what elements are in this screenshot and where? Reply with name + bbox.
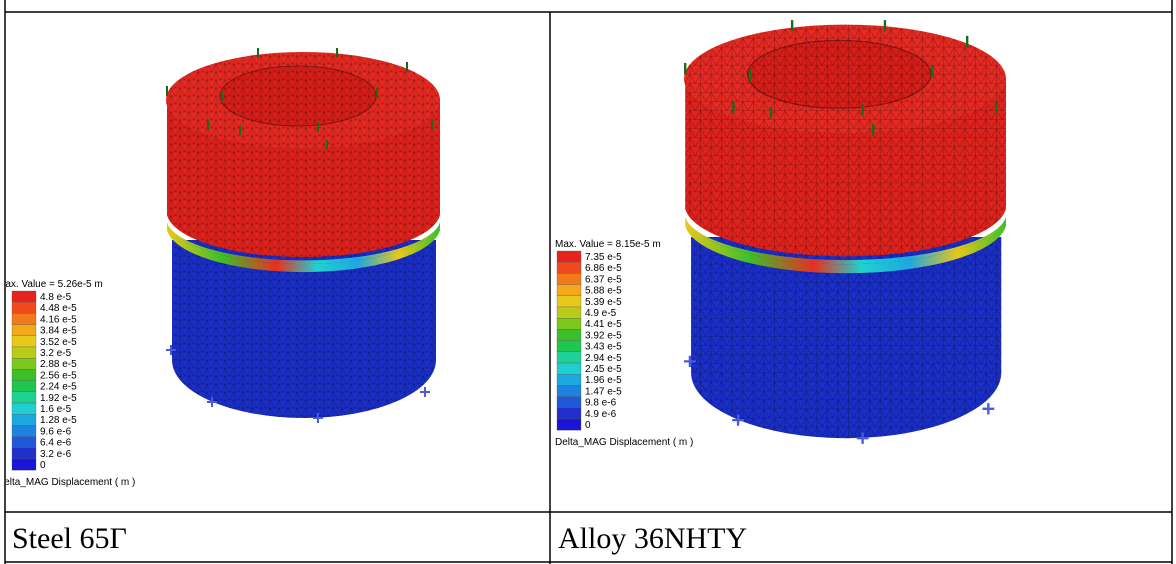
legend-swatch <box>557 408 581 419</box>
legend-swatch <box>557 363 581 374</box>
left-image: Max. Value = 5.26e-5 m 4.8 e-54.48 e-54.1… <box>0 48 440 488</box>
legend-swatch <box>12 414 36 425</box>
legend-label: 5.39 e-5 <box>585 297 622 308</box>
legend-label: 1.28 e-5 <box>40 415 77 426</box>
legend-swatch <box>12 369 36 380</box>
legend-swatch <box>12 403 36 414</box>
legend-label: 3.92 e-5 <box>585 330 622 341</box>
legend-label: 9.8 e-6 <box>585 398 617 409</box>
legend-swatch <box>557 341 581 352</box>
legend-label: 6.37 e-5 <box>585 274 622 285</box>
legend-swatch <box>12 459 36 470</box>
legend-swatch <box>12 313 36 324</box>
legend-swatch <box>557 329 581 340</box>
legend-label: 5.88 e-5 <box>585 286 622 297</box>
legend-label: 2.56 e-5 <box>40 370 77 381</box>
legend-label: 3.52 e-5 <box>40 337 77 348</box>
legend-swatch <box>557 385 581 396</box>
legend-label: 4.41 e-5 <box>585 319 622 330</box>
legend-label: 1.6 e-5 <box>40 404 72 415</box>
legend-swatch <box>12 392 36 403</box>
legend-swatch <box>557 262 581 273</box>
legend-swatch <box>557 285 581 296</box>
legend-swatch <box>12 336 36 347</box>
legend-swatch <box>557 397 581 408</box>
legend-title: Delta_MAG Displacement ( m ) <box>0 477 135 488</box>
legend-label: 2.24 e-5 <box>40 382 77 393</box>
legend-label: 7.35 e-5 <box>585 252 622 263</box>
legend-swatch <box>557 307 581 318</box>
page: Max. Value = 5.26e-5 m 4.8 e-54.48 e-54.1… <box>0 0 1176 564</box>
legend-swatch <box>557 374 581 385</box>
right-image: Max. Value = 8.15e-5 m 7.35 e-56.86 e-56.… <box>555 20 1006 448</box>
legend-label: 4.9 e-6 <box>585 409 617 420</box>
figure-table: Max. Value = 5.26e-5 m 4.8 e-54.48 e-54.1… <box>0 0 1176 564</box>
legend-swatch <box>12 381 36 392</box>
legend-label: 4.48 e-5 <box>40 303 77 314</box>
legend-swatch <box>557 273 581 284</box>
legend-label: 1.47 e-5 <box>585 386 622 397</box>
legend-label: 2.88 e-5 <box>40 359 77 370</box>
legend-label: 4.9 e-5 <box>585 308 617 319</box>
legend-label: 1.92 e-5 <box>40 393 77 404</box>
legend-label: 1.96 e-5 <box>585 375 622 386</box>
legend-swatch <box>12 347 36 358</box>
caption: Steel 65Γ <box>12 522 127 555</box>
legend-label: 3.2 e-6 <box>40 449 72 460</box>
legend-label: 0 <box>585 420 591 431</box>
legend-swatch <box>12 437 36 448</box>
legend-label: 4.16 e-5 <box>40 314 77 325</box>
legend-swatch <box>557 352 581 363</box>
legend-max-value: Max. Value = 8.15e-5 m <box>555 239 661 250</box>
legend-label: 3.84 e-5 <box>40 326 77 337</box>
legend-swatch <box>557 318 581 329</box>
legend-label: 3.43 e-5 <box>585 342 622 353</box>
legend-label: 9.6 e-6 <box>40 426 72 437</box>
legend-label: 2.45 e-5 <box>585 364 622 375</box>
legend-label: 0 <box>40 460 46 471</box>
legend-swatch <box>12 358 36 369</box>
legend-label: 4.8 e-5 <box>40 292 72 303</box>
legend-swatch <box>557 419 581 430</box>
legend-swatch <box>12 302 36 313</box>
legend-swatch <box>12 291 36 302</box>
legend-swatch <box>557 251 581 262</box>
legend-label: 2.94 e-5 <box>585 353 622 364</box>
legend-title: Delta_MAG Displacement ( m ) <box>555 437 693 448</box>
legend-swatch <box>557 296 581 307</box>
legend-max-value: Max. Value = 5.26e-5 m <box>0 279 103 290</box>
legend-swatch <box>12 325 36 336</box>
caption: Alloy 36NHTY <box>558 522 747 555</box>
legend-swatch <box>12 425 36 436</box>
legend-label: 6.86 e-5 <box>585 263 622 274</box>
legend-label: 6.4 e-6 <box>40 438 72 449</box>
legend-label: 3.2 e-5 <box>40 348 72 359</box>
legend-swatch <box>12 448 36 459</box>
